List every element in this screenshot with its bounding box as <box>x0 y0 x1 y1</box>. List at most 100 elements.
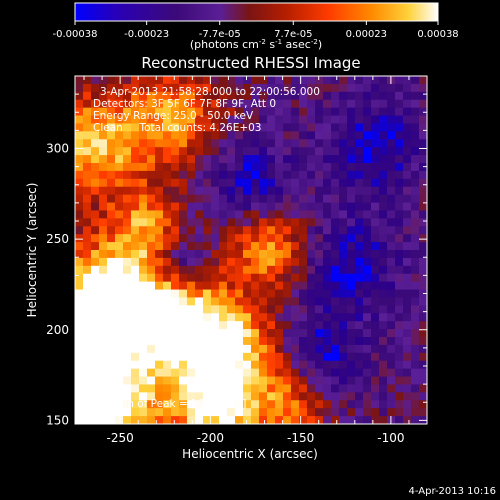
heatmap-cell <box>339 400 348 409</box>
heatmap-cell <box>307 297 316 306</box>
heatmap-cell <box>299 392 308 401</box>
heatmap-cell <box>147 329 156 338</box>
heatmap-cell <box>267 123 276 132</box>
heatmap-cell <box>123 83 132 93</box>
heatmap-cell <box>355 226 364 235</box>
heatmap-cell <box>307 408 316 417</box>
heatmap-cell <box>147 321 156 330</box>
heatmap-cell <box>251 76 260 85</box>
heatmap-cell <box>395 344 404 354</box>
heatmap-cell <box>315 107 324 117</box>
heatmap-cell <box>283 400 292 409</box>
heatmap-cell <box>139 194 148 204</box>
heatmap-cell <box>131 242 140 251</box>
heatmap-cell <box>187 131 196 140</box>
heatmap-cell <box>307 257 316 267</box>
heatmap-cell <box>195 305 204 314</box>
heatmap-cell <box>323 337 332 346</box>
heatmap-cell <box>291 376 300 386</box>
heatmap-cell <box>395 250 404 259</box>
heatmap-cell <box>331 265 340 275</box>
heatmap-cell <box>123 250 132 259</box>
heatmap-cell <box>171 139 180 148</box>
heatmap-cell <box>243 250 252 259</box>
heatmap-cell <box>363 131 372 140</box>
heatmap-cell <box>355 250 364 259</box>
heatmap-cell <box>331 329 340 338</box>
heatmap-cell <box>363 416 372 424</box>
heatmap-cell <box>187 257 196 267</box>
heatmap-cell <box>307 250 316 259</box>
heatmap-cell <box>147 384 156 393</box>
heatmap-cell <box>363 242 372 251</box>
heatmap-cell <box>211 123 220 132</box>
heatmap-cell <box>259 250 268 259</box>
heatmap-cell <box>259 297 268 306</box>
heatmap-cell <box>163 408 172 417</box>
heatmap-cell <box>347 344 356 354</box>
heatmap-cell <box>91 115 100 125</box>
heatmap-cell <box>347 163 356 172</box>
heatmap-cell <box>211 115 220 125</box>
heatmap-cell <box>363 91 372 101</box>
heatmap-cell <box>323 234 332 243</box>
heatmap-cell <box>131 163 140 172</box>
heatmap-cell <box>267 218 276 227</box>
heatmap-cell <box>315 273 324 283</box>
heatmap-cell <box>91 202 100 212</box>
heatmap-cell <box>139 337 148 346</box>
heatmap-cell <box>147 360 156 370</box>
heatmap-cell <box>235 408 244 417</box>
heatmap-cell <box>123 257 132 267</box>
heatmap-cell <box>411 329 420 338</box>
heatmap-cell <box>123 131 132 140</box>
heatmap-cell <box>171 115 180 125</box>
heatmap-cell <box>243 344 252 354</box>
heatmap-cell <box>291 250 300 259</box>
heatmap-cell <box>99 305 108 314</box>
heatmap-cell <box>395 321 404 330</box>
heatmap-cell <box>235 76 244 85</box>
heatmap-cell <box>155 218 164 227</box>
heatmap-cell <box>83 305 92 314</box>
heatmap-cell <box>339 257 348 267</box>
heatmap-cell <box>259 289 268 299</box>
heatmap-cell <box>371 202 380 212</box>
heatmap-cell <box>195 107 204 117</box>
heatmap-cell <box>227 337 236 346</box>
heatmap-cell <box>403 384 412 393</box>
heatmap-cell <box>179 115 188 125</box>
heatmap-cell <box>75 265 84 275</box>
heatmap-cell <box>115 91 124 101</box>
heatmap-cell <box>171 321 180 330</box>
heatmap-cell <box>395 131 404 140</box>
heatmap-cell <box>347 337 356 346</box>
heatmap-cell <box>163 91 172 101</box>
heatmap-cell <box>195 218 204 227</box>
heatmap-cell <box>187 400 196 409</box>
heatmap-cell <box>147 305 156 314</box>
heatmap-cell <box>387 352 396 362</box>
heatmap-cell <box>147 163 156 172</box>
heatmap-cell <box>411 131 420 140</box>
heatmap-cell <box>363 210 372 219</box>
heatmap-cell <box>83 226 92 235</box>
heatmap-cell <box>299 147 308 156</box>
heatmap-cell <box>99 226 108 235</box>
heatmap-cell <box>179 376 188 386</box>
heatmap-cell <box>259 313 268 322</box>
heatmap-cell <box>363 83 372 93</box>
heatmap-cell <box>155 344 164 354</box>
heatmap-cell <box>203 91 212 101</box>
heatmap-cell <box>227 170 236 180</box>
heatmap-cell <box>307 226 316 235</box>
heatmap-cell <box>211 83 220 93</box>
heatmap-cell <box>259 155 268 164</box>
heatmap-cell <box>131 147 140 156</box>
heatmap-cell <box>251 155 260 164</box>
heatmap-cell <box>363 123 372 132</box>
heatmap-cell <box>363 408 372 417</box>
heatmap-cell <box>107 384 116 393</box>
heatmap-cell <box>75 194 84 204</box>
heatmap-cell <box>323 115 332 125</box>
